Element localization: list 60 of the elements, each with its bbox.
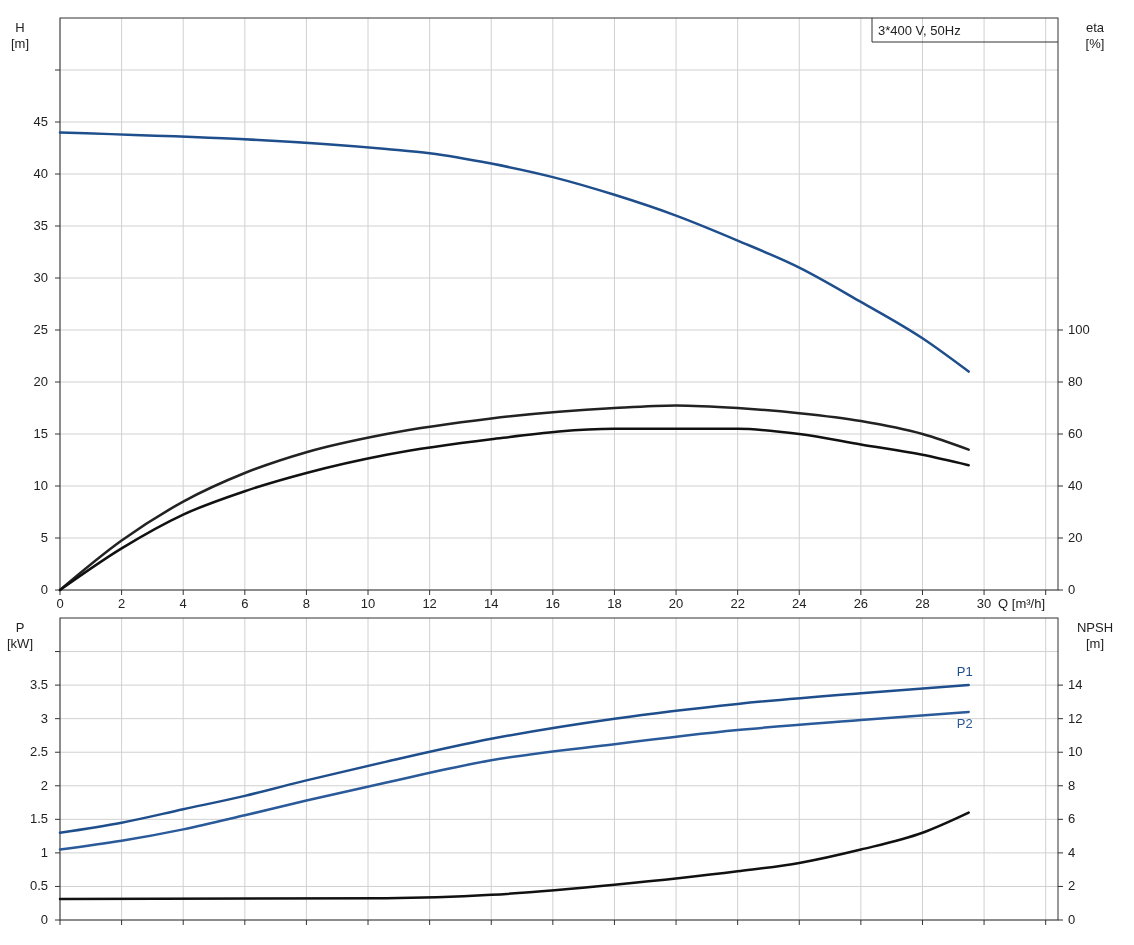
x-tick-label: 16 xyxy=(545,596,561,611)
y2-axis-title: NPSH [m] xyxy=(1076,620,1114,651)
y2-tick-label: 100 xyxy=(1068,322,1090,337)
y2-tick-label: 14 xyxy=(1068,677,1083,693)
y-axis-title: P [kW] xyxy=(7,620,33,651)
x-tick-label: 0 xyxy=(56,596,64,611)
x-tick-label: 2 xyxy=(117,596,126,611)
line-series xyxy=(58,683,970,835)
y2-tick-label: 12 xyxy=(1068,710,1083,726)
y2-tick-label: 8 xyxy=(1068,777,1076,793)
x-axis-title: Q [m³/h] xyxy=(998,596,1046,611)
y-tick-label: 35 xyxy=(33,218,48,233)
y-tick-label: 0 xyxy=(40,912,48,927)
y-tick-label: 10 xyxy=(33,478,48,493)
x-tick-label: 6 xyxy=(241,596,249,611)
y-tick-label: 2.5 xyxy=(29,744,48,760)
y-tick-label: 3.5 xyxy=(29,677,48,693)
y2-tick-label: 0 xyxy=(1068,582,1076,597)
y-tick-label: 30 xyxy=(33,270,48,285)
x-tick-label: 10 xyxy=(360,596,376,611)
x-tick-label: 4 xyxy=(179,596,187,611)
y2-tick-label: 20 xyxy=(1068,530,1083,545)
line-series xyxy=(58,811,970,901)
y-tick-label: 15 xyxy=(33,426,48,441)
y-tick-label: 2 xyxy=(40,777,48,793)
y2-axis-title: eta [%] xyxy=(1085,20,1105,51)
y2-tick-label: 40 xyxy=(1068,478,1083,493)
x-tick-label: 20 xyxy=(668,596,684,611)
x-tick-label: 18 xyxy=(607,596,622,611)
x-tick-label: 28 xyxy=(915,596,930,611)
y-tick-label: 45 xyxy=(33,114,48,129)
y-tick-label: 40 xyxy=(33,166,48,181)
x-tick-label: 22 xyxy=(730,596,745,611)
y-tick-label: 20 xyxy=(33,374,48,389)
series-label: P2 xyxy=(956,715,973,731)
series-label: P1 xyxy=(956,664,973,680)
line-series xyxy=(58,131,970,373)
y-tick-label: 3 xyxy=(40,710,48,726)
y-tick-label: 1 xyxy=(40,844,48,860)
y2-tick-label: 60 xyxy=(1068,426,1083,441)
y-tick-label: 0.5 xyxy=(29,878,48,894)
x-tick-label: 30 xyxy=(976,596,992,611)
x-tick-label: 26 xyxy=(853,596,869,611)
y2-tick-label: 6 xyxy=(1068,811,1076,827)
y-tick-label: 1.5 xyxy=(29,811,48,827)
y2-tick-label: 10 xyxy=(1068,744,1083,760)
line-series xyxy=(58,710,970,851)
y2-tick-label: 80 xyxy=(1068,374,1083,389)
chart-title: 3*400 V, 50Hz xyxy=(878,23,961,38)
x-tick-label: 12 xyxy=(422,596,437,611)
y2-tick-label: 0 xyxy=(1068,912,1076,927)
y-tick-label: 25 xyxy=(33,322,48,337)
y-tick-label: 5 xyxy=(40,530,48,545)
x-tick-label: 8 xyxy=(302,596,311,611)
y-tick-label: 0 xyxy=(40,582,48,597)
y2-tick-label: 2 xyxy=(1068,878,1076,894)
y2-tick-label: 4 xyxy=(1068,844,1076,860)
y-axis-title: H [m] xyxy=(10,20,30,51)
x-tick-label: 24 xyxy=(792,596,807,611)
x-tick-label: 14 xyxy=(484,596,499,611)
